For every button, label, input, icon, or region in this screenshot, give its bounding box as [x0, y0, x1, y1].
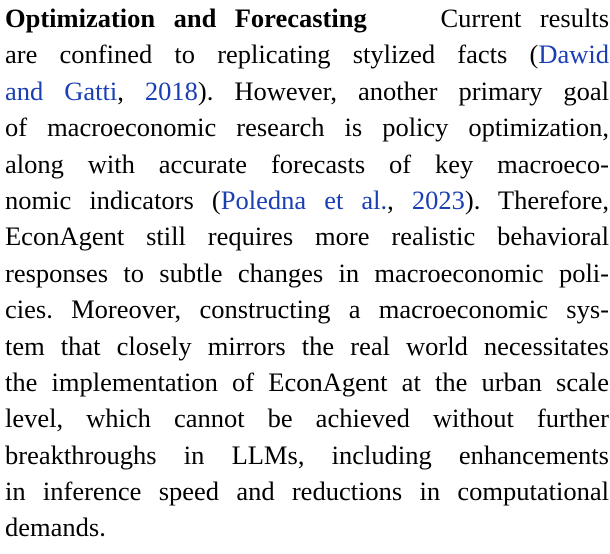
text-segment: the implementation of EconAgent at the u… [5, 366, 609, 397]
citation-link[interactable]: and Gatti [5, 75, 118, 106]
text-line: and Gatti, 2018). However, another prima… [5, 73, 609, 109]
text-line: EconAgent still requires more realistic … [5, 218, 609, 254]
text-line: demands. [5, 509, 609, 545]
paragraph-heading: Optimization and Forecasting [5, 3, 367, 33]
text-line: cies. Moreover, constructing a macroecon… [5, 291, 609, 327]
text-segment: , [117, 75, 145, 106]
text-line: of macroeconomic research is policy opti… [5, 109, 609, 145]
text-line: level, which cannot be achieved without … [5, 400, 609, 436]
text-segment: in inference speed and reductions in com… [5, 476, 609, 507]
text-line: nomic indicators (Poledna et al., 2023).… [5, 182, 609, 218]
text-line: tem that closely mirrors the real world … [5, 328, 609, 364]
citation-link[interactable]: 2018 [144, 75, 198, 106]
text-segment: Current results [440, 3, 610, 33]
text-segment: of macroeconomic research is policy opti… [5, 112, 609, 143]
text-segment: ). Therefore, [464, 184, 610, 215]
text-segment: ). However, another primary goal [197, 75, 610, 106]
text-segment: tem that closely mirrors the real world … [5, 330, 609, 361]
text-segment: EconAgent still requires more realistic … [5, 221, 609, 252]
text-segment: , [387, 184, 412, 215]
text-line: in inference speed and reductions in com… [5, 473, 609, 509]
text-line: breakthroughs in LLMs, including enhance… [5, 437, 609, 473]
text-line: Optimization and Forecasting Current res… [5, 0, 609, 36]
text-segment: along with accurate forecasts of key mac… [5, 148, 609, 179]
text-line: along with accurate forecasts of key mac… [5, 146, 609, 182]
text-segment: demands. [5, 512, 106, 543]
text-line: the implementation of EconAgent at the u… [5, 364, 609, 400]
citation-link[interactable]: Dawid [538, 39, 609, 70]
text-segment: level, which cannot be achieved without … [5, 403, 609, 434]
text-segment: nomic indicators ( [5, 184, 221, 215]
text-segment: are confined to replicating stylized fac… [5, 39, 539, 70]
text-segment: responses to subtle changes in macroecon… [5, 257, 609, 288]
text-line: are confined to replicating stylized fac… [5, 36, 609, 72]
citation-link[interactable]: 2023 [411, 184, 465, 215]
paragraph: Optimization and Forecasting Current res… [5, 0, 609, 546]
citation-link[interactable]: Poledna et al. [220, 184, 388, 215]
text-segment: cies. Moreover, constructing a macroecon… [5, 294, 609, 325]
text-segment: breakthroughs in LLMs, including enhance… [5, 439, 609, 470]
text-line: responses to subtle changes in macroecon… [5, 255, 609, 291]
